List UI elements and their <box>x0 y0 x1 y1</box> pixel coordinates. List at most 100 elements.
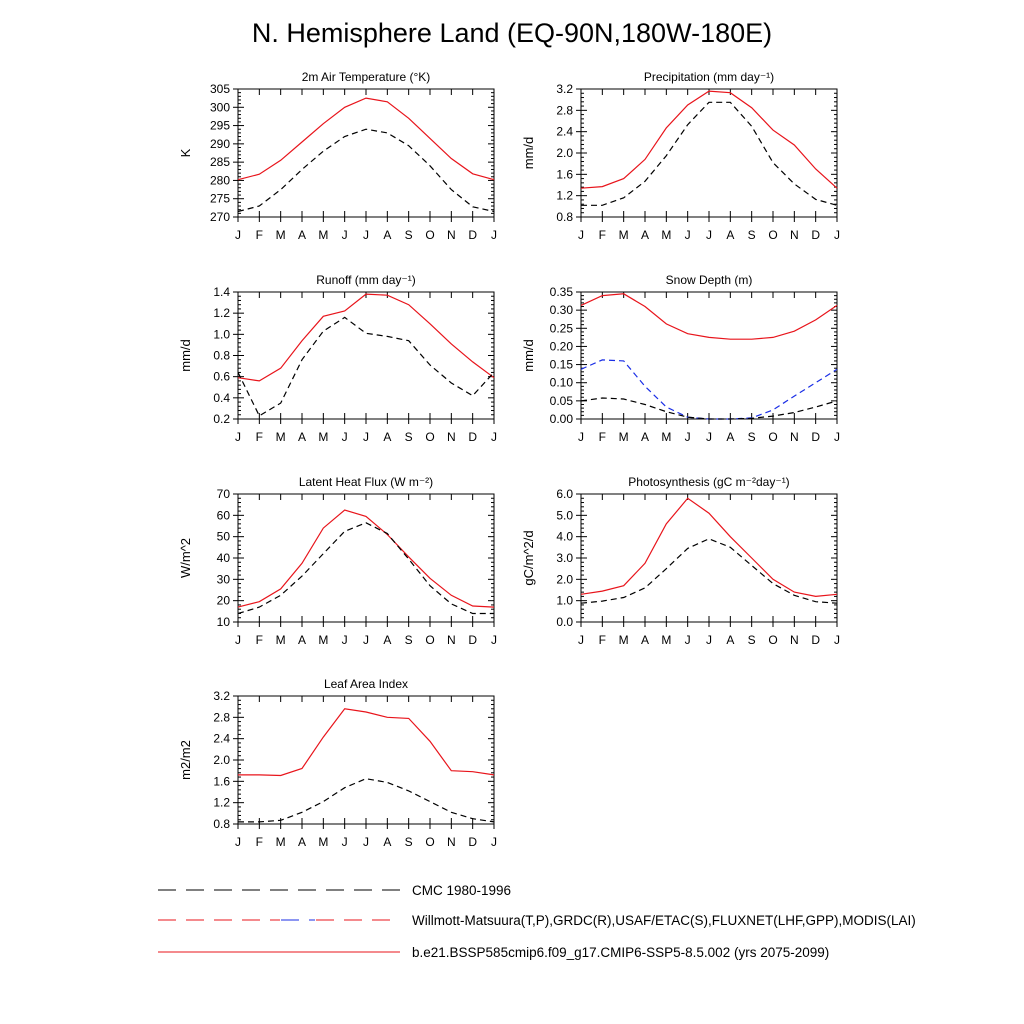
x-tick-label: M <box>318 228 328 242</box>
legend-item: b.e21.BSSP585cmip6.f09_g17.CMIP6-SSP5-8.… <box>158 945 829 960</box>
x-tick-label: J <box>363 633 369 647</box>
y-tick-label: 5.0 <box>556 508 573 522</box>
y-tick-label: 280 <box>210 173 230 187</box>
y-axis-label: mm/d <box>521 137 536 170</box>
x-tick-label: A <box>383 835 391 849</box>
x-tick-label: O <box>425 228 434 242</box>
y-tick-label: 300 <box>210 100 230 114</box>
series-line-obs <box>238 778 495 823</box>
x-tick-label: J <box>491 228 497 242</box>
x-tick-label: M <box>318 835 328 849</box>
panel-1: Precipitation (mm day⁻¹) mm/d 0.8 1.2 1.6 2.0… <box>521 70 840 242</box>
x-tick-label: J <box>706 633 712 647</box>
x-tick-label: J <box>834 633 840 647</box>
x-tick-label: J <box>342 633 348 647</box>
x-tick-label: S <box>748 633 756 647</box>
series-line-obs <box>237 316 495 417</box>
x-tick-label: J <box>235 835 241 849</box>
panel-title: Photosynthesis (gC m⁻²day⁻¹) <box>628 475 789 489</box>
y-tick-label: 0.00 <box>550 412 574 426</box>
x-tick-label: S <box>405 633 413 647</box>
y-tick-label: 0.8 <box>556 210 573 224</box>
y-tick-label: 0.6 <box>213 370 230 384</box>
x-tick-label: J <box>342 835 348 849</box>
legend-item: Willmott-Matsuura(T,P),GRDC(R),USAF/ETAC… <box>158 913 916 928</box>
y-axis-label: gC/m^2/d <box>521 530 536 585</box>
x-tick-label: J <box>491 633 497 647</box>
x-tick-label: O <box>425 430 434 444</box>
y-tick-label: 1.2 <box>213 306 230 320</box>
x-tick-label: N <box>447 633 456 647</box>
x-tick-label: S <box>405 835 413 849</box>
y-tick-label: 270 <box>210 210 230 224</box>
x-tick-label: A <box>641 228 649 242</box>
y-tick-label: 2.4 <box>556 125 573 139</box>
panel-5: Photosynthesis (gC m⁻²day⁻¹) gC/m^2/d 0.0 1… <box>521 475 840 647</box>
x-tick-label: O <box>768 633 777 647</box>
y-tick-label: 1.2 <box>556 189 573 203</box>
x-tick-label: A <box>298 633 306 647</box>
series-line-obs <box>580 538 838 604</box>
panel-title: Snow Depth (m) <box>666 273 753 287</box>
x-tick-label: J <box>706 228 712 242</box>
x-tick-label: A <box>641 430 649 444</box>
legend-item: CMC 1980-1996 <box>158 883 511 898</box>
series-line-model <box>237 509 495 608</box>
plot-frame <box>237 695 495 825</box>
y-tick-label: 3.2 <box>556 82 573 96</box>
x-tick-label: A <box>298 430 306 444</box>
y-tick-label: 2.8 <box>556 103 573 117</box>
y-tick-label: 0.2 <box>213 412 230 426</box>
x-tick-label: S <box>405 430 413 444</box>
x-tick-label: M <box>661 633 671 647</box>
x-tick-label: M <box>276 835 286 849</box>
x-tick-label: A <box>726 228 734 242</box>
series-line-model <box>580 497 838 598</box>
x-tick-label: J <box>834 228 840 242</box>
x-tick-label: J <box>578 633 584 647</box>
series-line-model <box>238 708 495 777</box>
y-tick-label: 0.0 <box>556 615 573 629</box>
y-tick-label: 60 <box>217 508 231 522</box>
x-tick-label: J <box>685 633 691 647</box>
plot-frame <box>237 88 495 218</box>
x-tick-label: M <box>619 430 629 444</box>
y-tick-label: 50 <box>217 530 231 544</box>
x-tick-label: M <box>276 430 286 444</box>
y-tick-label: 0.8 <box>213 349 230 363</box>
x-tick-label: A <box>298 835 306 849</box>
x-tick-label: J <box>363 835 369 849</box>
x-tick-label: A <box>383 633 391 647</box>
y-tick-label: 1.4 <box>213 285 230 299</box>
x-tick-label: F <box>599 430 606 444</box>
x-tick-label: O <box>768 430 777 444</box>
series-line-obs <box>580 397 838 420</box>
x-tick-label: J <box>685 430 691 444</box>
panel-title: Precipitation (mm day⁻¹) <box>644 70 774 84</box>
y-tick-label: 0.8 <box>213 817 230 831</box>
x-tick-label: D <box>468 430 477 444</box>
x-tick-label: D <box>468 633 477 647</box>
series-line-obs_alt <box>580 359 838 420</box>
x-tick-label: F <box>256 430 263 444</box>
y-tick-label: 0.20 <box>550 339 574 353</box>
x-tick-label: O <box>768 228 777 242</box>
y-axis-label: mm/d <box>178 339 193 372</box>
x-tick-label: N <box>790 228 799 242</box>
panel-title: Runoff (mm day⁻¹) <box>316 273 415 287</box>
page-title: N. Hemisphere Land (EQ-90N,180W-180E) <box>251 18 773 48</box>
series-line-model <box>237 293 495 382</box>
x-tick-label: J <box>578 228 584 242</box>
series-line-model <box>237 97 495 181</box>
plot-frame <box>237 493 495 623</box>
x-tick-label: N <box>447 228 456 242</box>
x-tick-label: J <box>235 430 241 444</box>
x-tick-label: A <box>298 228 306 242</box>
y-tick-label: 0.10 <box>550 376 574 390</box>
plot-frame <box>580 88 838 218</box>
series-line-obs <box>581 101 838 206</box>
y-tick-label: 0.25 <box>550 321 574 335</box>
x-tick-label: J <box>342 430 348 444</box>
panel-0: 2m Air Temperature (°K) K 270 275 280 285 290 2… <box>178 70 497 242</box>
y-tick-label: 6.0 <box>556 487 573 501</box>
